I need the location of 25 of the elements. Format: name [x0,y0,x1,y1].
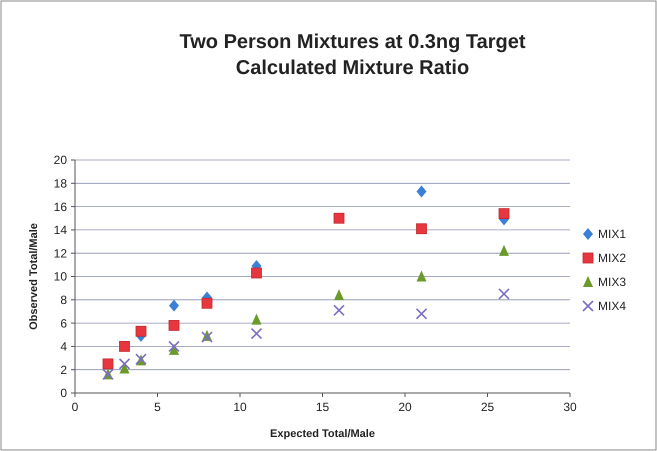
legend-label: MIX3 [598,275,626,290]
legend-label: MIX4 [598,299,626,314]
x-tick-label: 15 [316,400,330,414]
y-tick-label: 2 [60,362,68,377]
x-tick-label: 10 [233,400,247,414]
y-tick-label: 20 [54,153,68,168]
legend-label: MIX1 [598,227,626,242]
y-tick-label: 8 [60,293,68,307]
x-tick-label: 5 [154,400,162,414]
y-tick-label: 10 [54,270,68,284]
x-axis-title: Expected Total/Male [270,428,375,440]
y-tick-label: 16 [54,200,68,214]
y-tick-label: 0 [60,386,68,400]
y-axis-title: Observed Total/Male [28,223,40,330]
y-tick-label: 12 [54,246,68,260]
y-tick-label: 14 [54,223,68,238]
x-tick-label: 20 [398,400,412,414]
y-tick-label: 18 [54,176,68,190]
x-tick-label: 0 [72,400,79,414]
x-tick-label: 30 [563,400,577,414]
chart-title: Two Person Mixtures at 0.3ng Target Calculated Mixture Ratio [180,31,526,79]
y-tick-label: 6 [60,316,68,330]
x-tick-label: 25 [480,400,494,414]
y-tick-label: 4 [60,340,68,354]
legend-label: MIX2 [598,251,626,266]
